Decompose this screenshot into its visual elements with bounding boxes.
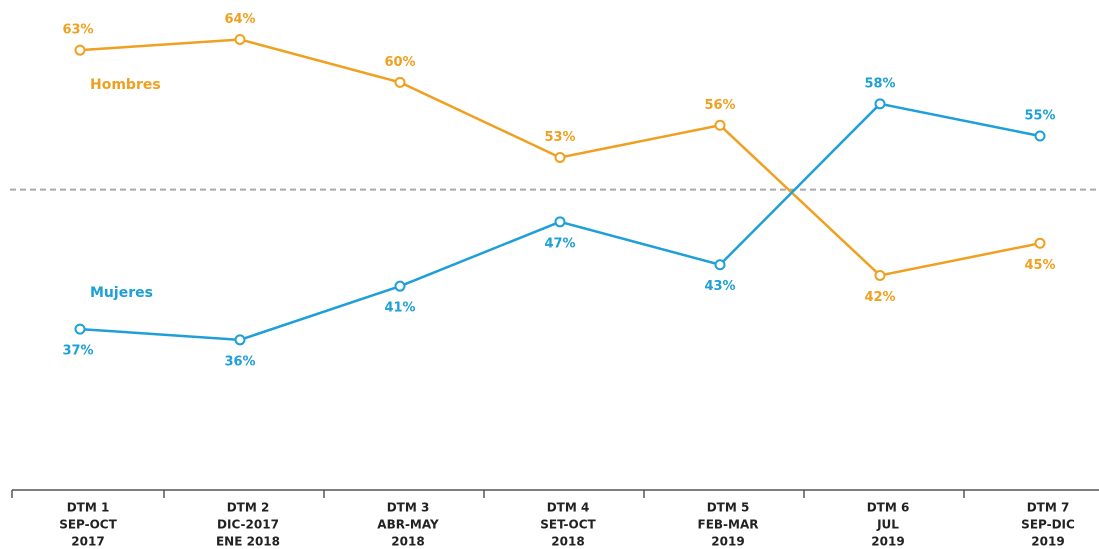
data-label: 58% — [864, 76, 895, 91]
x-tick-label: SEP-DIC — [1021, 518, 1075, 532]
data-label: 43% — [704, 279, 735, 294]
data-label: 63% — [62, 23, 93, 38]
x-tick-label: FEB-MAR — [698, 518, 759, 532]
point — [234, 33, 246, 45]
x-tick-label: DTM 4 — [547, 501, 590, 515]
data-label: 64% — [224, 12, 255, 27]
series-label: Mujeres — [90, 285, 153, 301]
x-tick-label: 2019 — [871, 535, 904, 549]
point — [1034, 130, 1046, 142]
x-tick-label: ABR-MAY — [377, 518, 439, 532]
data-label: 53% — [544, 130, 575, 145]
x-tick-label: DTM 6 — [867, 501, 910, 515]
x-tick-label: DTM 7 — [1027, 501, 1070, 515]
x-tick-label: 2018 — [391, 535, 424, 549]
x-tick-label: DTM 5 — [707, 501, 750, 515]
data-label: 37% — [62, 344, 93, 359]
x-tick-label: SEP-OCT — [59, 518, 117, 532]
data-label: 36% — [224, 354, 255, 369]
point — [554, 151, 566, 163]
point — [74, 44, 86, 56]
x-tick-label: DTM 1 — [67, 501, 110, 515]
point — [74, 323, 86, 335]
x-tick-label: DTM 2 — [227, 501, 270, 515]
point — [874, 269, 886, 281]
series-label: Hombres — [90, 77, 161, 93]
x-tick-label: SET-OCT — [540, 518, 596, 532]
point — [394, 280, 406, 292]
data-label: 41% — [384, 301, 415, 316]
data-label: 47% — [544, 236, 575, 251]
x-tick-label: 2019 — [1031, 535, 1064, 549]
point — [234, 334, 246, 346]
point — [714, 259, 726, 271]
data-label: 56% — [704, 98, 735, 113]
x-tick-label: 2017 — [71, 535, 104, 549]
point — [1034, 237, 1046, 249]
point — [554, 216, 566, 228]
data-label: 45% — [1024, 258, 1055, 273]
data-label: 60% — [384, 55, 415, 70]
data-label: 42% — [864, 290, 895, 305]
x-tick-label: 2018 — [551, 535, 584, 549]
point — [714, 119, 726, 131]
data-label: 55% — [1024, 109, 1055, 124]
x-tick-label: DIC-2017 — [217, 518, 279, 532]
x-tick-label: 2019 — [711, 535, 744, 549]
point — [394, 76, 406, 88]
x-tick-label: JUL — [876, 518, 899, 532]
point — [874, 98, 886, 110]
x-tick-label: ENE 2018 — [216, 535, 280, 549]
x-tick-label: DTM 3 — [387, 501, 430, 515]
